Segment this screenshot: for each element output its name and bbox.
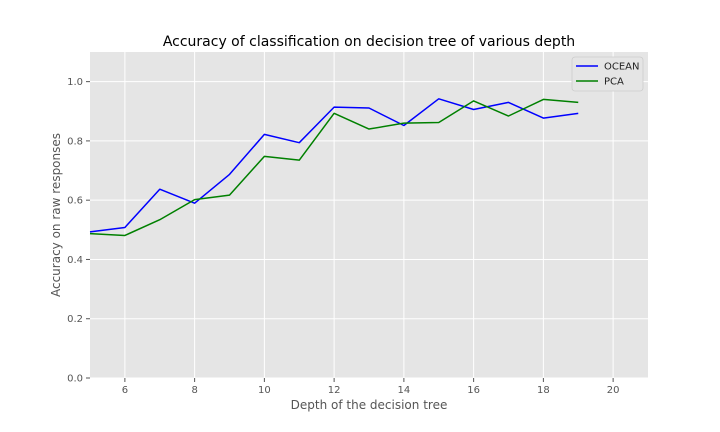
y-tick-label: 0.0 [67, 374, 83, 385]
x-tick-label: 12 [328, 385, 341, 396]
y-axis-ticks: 0.0 0.2 0.4 0.6 0.8 1.0 [67, 77, 90, 385]
x-axis-ticks: 6 8 10 12 14 16 18 20 [122, 378, 620, 396]
x-tick-label: 6 [122, 385, 128, 396]
series-line-ocean [89, 98, 579, 233]
series-line-pca [89, 98, 579, 237]
y-tick-label: 0.2 [67, 314, 83, 325]
plot-background [90, 52, 648, 378]
x-tick-label: 20 [607, 385, 620, 396]
chart-title: Accuracy of classification on decision t… [163, 34, 575, 50]
x-axis-label: Depth of the decision tree [291, 398, 448, 412]
y-axis-label: Accuracy on raw responses [49, 133, 63, 297]
legend-label-pca: PCA [604, 77, 624, 88]
x-tick-label: 16 [467, 385, 480, 396]
x-tick-label: 8 [191, 385, 197, 396]
x-tick-label: 14 [398, 385, 411, 396]
x-tick-label: 10 [258, 385, 271, 396]
series-lines [89, 98, 579, 237]
y-tick-label: 0.8 [67, 136, 83, 147]
legend-label-ocean: OCEAN [604, 62, 640, 73]
grid [90, 52, 648, 379]
y-tick-label: 1.0 [67, 77, 83, 88]
y-tick-label: 0.6 [67, 196, 83, 207]
y-tick-label: 0.4 [67, 255, 83, 266]
x-tick-label: 18 [537, 385, 550, 396]
legend: OCEAN PCA [571, 56, 644, 92]
